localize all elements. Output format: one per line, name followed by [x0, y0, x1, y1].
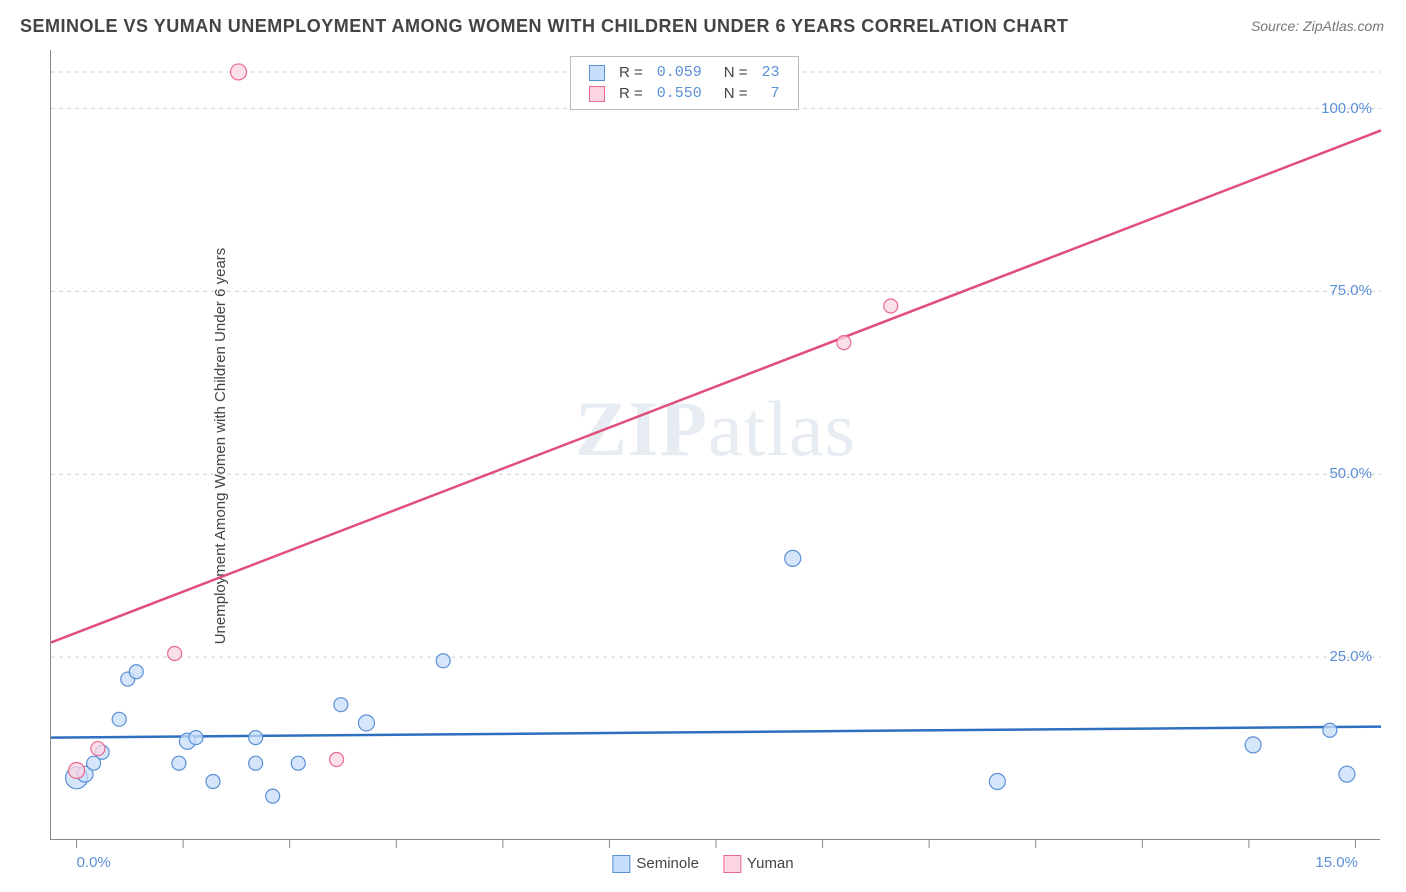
chart-title: SEMINOLE VS YUMAN UNEMPLOYMENT AMONG WOM… [20, 16, 1068, 37]
y-tick-label: 25.0% [1329, 648, 1372, 665]
plot-area: ZIPatlas 25.0%50.0%75.0%100.0%0.0%15.0% [50, 50, 1380, 840]
x-tick-label: 0.0% [77, 854, 111, 871]
legend-swatch [723, 855, 741, 873]
x-tick-label: 15.0% [1315, 854, 1358, 871]
source-label: Source: ZipAtlas.com [1251, 18, 1384, 34]
legend-item: Yuman [723, 855, 794, 872]
stats-legend: R =0.059N =23R =0.550N =7 [570, 56, 799, 110]
chart-container: SEMINOLE VS YUMAN UNEMPLOYMENT AMONG WOM… [0, 0, 1406, 892]
y-tick-label: 75.0% [1329, 282, 1372, 299]
legend-item: Seminole [612, 855, 699, 872]
legend-label: Seminole [636, 855, 699, 872]
y-tick-label: 50.0% [1329, 465, 1372, 482]
legend-label: Yuman [747, 855, 794, 872]
series-legend: Seminole Yuman [600, 855, 805, 873]
plot-svg [51, 50, 1380, 839]
legend-swatch [612, 855, 630, 873]
y-tick-label: 100.0% [1321, 100, 1372, 117]
